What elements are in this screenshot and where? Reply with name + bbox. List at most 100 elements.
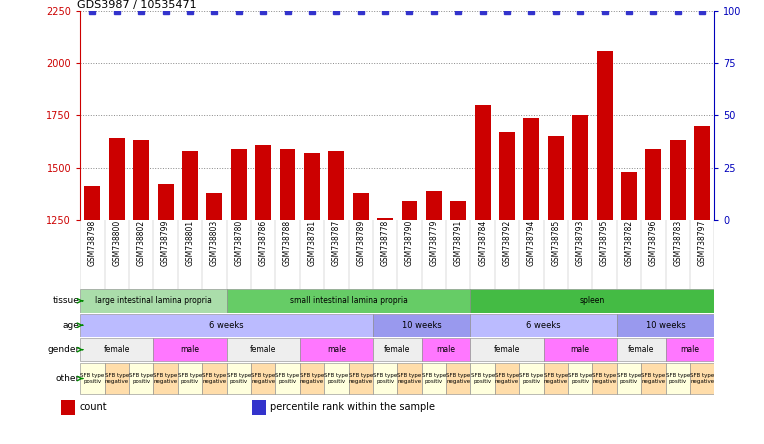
Text: large intestinal lamina propria: large intestinal lamina propria (95, 296, 212, 305)
Bar (299, 338, 373, 361)
Text: male: male (327, 345, 346, 354)
Text: SFB type
negative: SFB type negative (154, 373, 178, 384)
Bar (422, 338, 471, 361)
Text: GSM738801: GSM738801 (186, 220, 195, 266)
Bar (617, 362, 641, 395)
Bar (80, 362, 105, 395)
Bar (568, 362, 592, 395)
Text: percentile rank within the sample: percentile rank within the sample (270, 402, 435, 412)
Text: count: count (79, 402, 107, 412)
Text: age: age (63, 321, 79, 330)
Bar (231, 149, 247, 220)
Text: GSM738802: GSM738802 (137, 220, 146, 266)
Bar (157, 184, 173, 220)
Text: GSM738787: GSM738787 (332, 220, 341, 266)
Bar (641, 362, 665, 395)
Bar (154, 338, 227, 361)
Text: GSM738781: GSM738781 (307, 220, 316, 266)
Bar (227, 289, 471, 313)
Text: GSM738790: GSM738790 (405, 220, 414, 266)
Bar (109, 139, 125, 220)
Bar (544, 362, 568, 395)
Bar (694, 126, 710, 220)
Text: SFB type
positiv: SFB type positiv (178, 373, 202, 384)
Bar (592, 362, 617, 395)
Bar (471, 338, 544, 361)
Text: GSM738796: GSM738796 (649, 220, 658, 266)
Text: female: female (628, 345, 654, 354)
Text: SFB type
positiv: SFB type positiv (471, 373, 495, 384)
Bar (154, 362, 178, 395)
Bar (544, 338, 617, 361)
Bar (80, 338, 154, 361)
Text: SFB type
negative: SFB type negative (544, 373, 568, 384)
Text: GSM738784: GSM738784 (478, 220, 487, 266)
Text: SFB type
positiv: SFB type positiv (227, 373, 251, 384)
Bar (85, 186, 100, 220)
Text: SFB type
negative: SFB type negative (690, 373, 714, 384)
Bar (495, 362, 520, 395)
Text: female: female (104, 345, 130, 354)
Bar (80, 313, 373, 337)
Text: GSM738792: GSM738792 (503, 220, 512, 266)
Bar (690, 362, 714, 395)
Bar (80, 289, 227, 313)
Bar (353, 193, 368, 220)
Text: GSM738795: GSM738795 (600, 220, 609, 266)
Bar (617, 338, 665, 361)
Text: GSM738803: GSM738803 (210, 220, 219, 266)
Bar (471, 313, 617, 337)
Bar (665, 338, 714, 361)
Text: GSM738793: GSM738793 (576, 220, 584, 266)
Bar (520, 362, 544, 395)
Text: SFB type
positiv: SFB type positiv (617, 373, 641, 384)
Text: SFB type
positiv: SFB type positiv (275, 373, 299, 384)
Text: GSM738780: GSM738780 (235, 220, 243, 266)
Bar (402, 201, 417, 220)
Text: GSM738783: GSM738783 (673, 220, 682, 266)
Bar (280, 149, 296, 220)
Bar (621, 172, 637, 220)
Text: other: other (56, 374, 79, 383)
Bar (182, 151, 198, 220)
Bar (299, 362, 324, 395)
Text: female: female (384, 345, 410, 354)
Bar (178, 362, 202, 395)
Text: SFB type
positiv: SFB type positiv (520, 373, 543, 384)
Bar (474, 105, 490, 220)
Text: SFB type
positiv: SFB type positiv (80, 373, 105, 384)
Bar (397, 362, 422, 395)
Text: GSM738800: GSM738800 (112, 220, 121, 266)
Text: SFB type
negative: SFB type negative (299, 373, 324, 384)
Text: SFB type
positiv: SFB type positiv (422, 373, 446, 384)
Bar (329, 151, 345, 220)
Bar (523, 118, 539, 220)
Text: spleen: spleen (580, 296, 605, 305)
Bar (206, 193, 222, 220)
Bar (572, 115, 588, 220)
Bar (377, 218, 393, 220)
Text: GSM738785: GSM738785 (552, 220, 560, 266)
Bar (499, 132, 515, 220)
Text: SFB type
negative: SFB type negative (592, 373, 617, 384)
Text: SFB type
negative: SFB type negative (641, 373, 665, 384)
Text: SFB type
positiv: SFB type positiv (129, 373, 154, 384)
Text: 10 weeks: 10 weeks (646, 321, 685, 330)
Text: male: male (436, 345, 455, 354)
Text: SFB type
negative: SFB type negative (348, 373, 373, 384)
Bar (422, 362, 446, 395)
Bar (304, 153, 320, 220)
Text: male: male (180, 345, 199, 354)
Bar (133, 140, 149, 220)
Text: SFB type
negative: SFB type negative (397, 373, 422, 384)
Text: tissue: tissue (53, 296, 79, 305)
Text: male: male (681, 345, 700, 354)
Text: small intestinal lamina propria: small intestinal lamina propria (290, 296, 407, 305)
Text: 6 weeks: 6 weeks (209, 321, 244, 330)
Text: GSM738799: GSM738799 (161, 220, 170, 266)
Bar (251, 362, 275, 395)
Text: GDS3987 / 10535471: GDS3987 / 10535471 (77, 0, 196, 10)
Bar (324, 362, 348, 395)
Bar (255, 145, 271, 220)
Text: male: male (571, 345, 590, 354)
